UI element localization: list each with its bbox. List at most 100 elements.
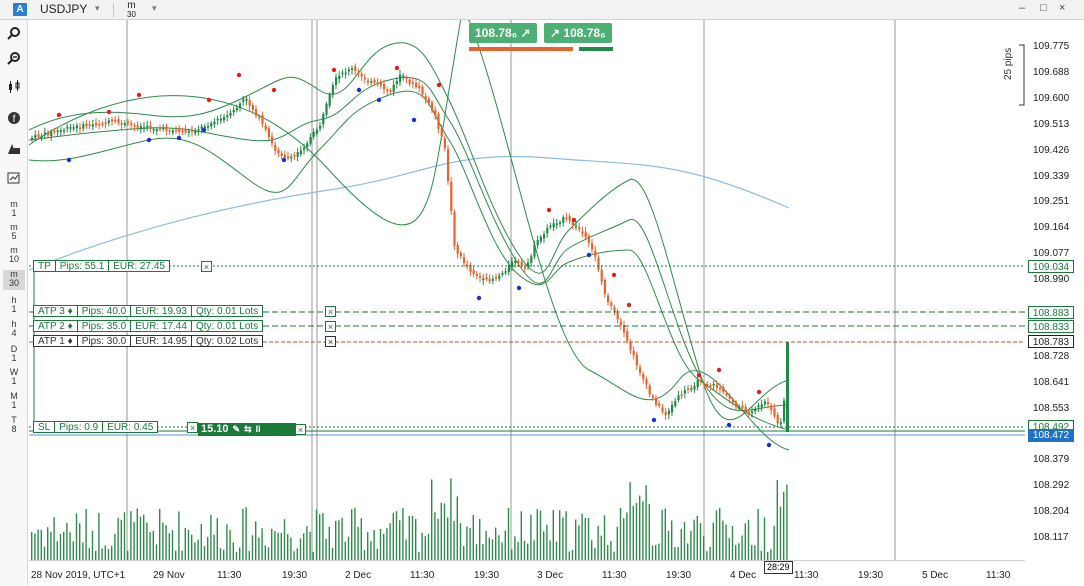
objects-icon[interactable] <box>5 141 23 157</box>
buy-button[interactable]: ↗ 108.78₆ <box>544 23 612 43</box>
atp1-close-button[interactable]: × <box>325 336 336 347</box>
candle <box>411 77 414 89</box>
restore-button[interactable]: □ <box>1040 2 1047 14</box>
position-edit-icon[interactable]: ✎ <box>232 424 241 434</box>
atp3-price-tag: 108.883 <box>1028 306 1074 319</box>
volume-bar <box>719 508 721 560</box>
minimize-button[interactable]: – <box>1019 2 1026 14</box>
volume-bar <box>722 520 724 560</box>
timeframe-m10-button[interactable]: m 10 <box>8 245 19 264</box>
candle <box>347 66 350 76</box>
volume-bar <box>395 511 398 560</box>
timeframe-m30-button[interactable]: m 30 <box>3 270 25 290</box>
time-label: 19:30 <box>858 570 884 581</box>
volume-bar <box>312 551 314 560</box>
sl-close-button[interactable]: × <box>187 422 198 433</box>
candle <box>552 218 555 231</box>
volume-bar <box>207 536 209 560</box>
candle <box>242 95 245 106</box>
candle <box>187 128 190 137</box>
atp2-close-button[interactable]: × <box>325 321 336 332</box>
atp3-close-button[interactable]: × <box>325 306 336 317</box>
volume-bar <box>744 523 746 560</box>
candle <box>463 252 466 268</box>
volume-bar <box>274 531 276 560</box>
tp-close-button[interactable]: × <box>201 261 212 272</box>
volume-bar <box>543 531 545 560</box>
volume-bar <box>363 550 366 560</box>
close-button[interactable]: × <box>1059 2 1066 14</box>
time-label: 2 Dec <box>345 570 372 581</box>
volume-bar <box>303 533 305 560</box>
volume-bar <box>747 519 750 560</box>
volume-bar <box>699 523 702 560</box>
volume-bar <box>533 540 535 560</box>
candle <box>658 400 661 409</box>
volume-bar <box>383 533 385 560</box>
volume-bar <box>453 520 455 560</box>
zoom-in-icon[interactable] <box>5 26 23 42</box>
time-axis[interactable]: 28 Nov 2019, UTC+1 29 Nov 11:30 19:30 2 … <box>29 560 1025 586</box>
candle <box>383 79 386 95</box>
price-label: 109.164 <box>1033 222 1070 233</box>
candle <box>751 406 754 419</box>
time-label: 29 Nov <box>153 570 185 581</box>
candle <box>475 270 478 280</box>
candle <box>261 111 264 128</box>
candlestick-icon[interactable] <box>5 80 23 96</box>
zoom-out-icon[interactable] <box>5 51 23 67</box>
volume-bar <box>50 531 52 560</box>
symbol-selector[interactable]: USDJPY <box>40 2 88 16</box>
position-reverse-icon[interactable]: ⇆ <box>244 424 252 434</box>
candle <box>536 235 539 249</box>
candle <box>155 126 158 136</box>
position-close-button[interactable]: × <box>295 424 306 435</box>
indicators-icon[interactable]: f <box>5 111 23 127</box>
symbol-dropdown-icon[interactable]: ▾ <box>95 3 100 13</box>
volume-bar <box>367 532 369 560</box>
candle <box>607 293 610 306</box>
timeframe-selector[interactable]: m 30 <box>127 1 136 20</box>
volume-bar <box>271 528 273 560</box>
price-label: 109.513 <box>1033 119 1070 130</box>
candle <box>149 121 152 133</box>
volume-bar <box>287 534 289 560</box>
timeframe-dropdown-icon[interactable]: ▾ <box>152 3 157 13</box>
position-bar[interactable]: 15.10 ✎ ⇆ II <box>198 423 296 436</box>
position-pause-icon[interactable]: II <box>255 424 261 434</box>
candle <box>37 130 40 140</box>
volume-bar <box>171 530 174 560</box>
fractal-up-dot <box>206 97 212 103</box>
volume-bar <box>456 496 458 560</box>
price-chart-canvas[interactable] <box>29 20 1025 560</box>
volume-bar <box>581 513 583 560</box>
volume-bar <box>405 539 407 560</box>
candle <box>226 110 229 122</box>
volume-bar <box>290 537 292 560</box>
volume-bar <box>255 521 257 560</box>
volume-bar <box>571 549 574 560</box>
sl-order-box[interactable]: SL Pips: 0.9 EUR: 0.45 <box>33 421 159 433</box>
price-axis[interactable]: 109.775 109.688 109.600 109.513 109.426 … <box>1025 20 1084 560</box>
atp2-order-box[interactable]: ATP 2 ♦ Pips: 35.0 EUR: 17.44 Qty: 0.01 … <box>33 320 264 332</box>
atp1-order-box[interactable]: ATP 1 ♦ Pips: 30.0 EUR: 14.95 Qty: 0.02 … <box>33 335 264 347</box>
tp-order-box[interactable]: TP Pips: 55.1 EUR: 27.45 <box>33 260 170 272</box>
sell-button[interactable]: 108.78₆ ↗ <box>469 23 537 43</box>
atp3-order-box[interactable]: ATP 3 ♦ Pips: 40.0 EUR: 19.93 Qty: 0.01 … <box>33 305 264 317</box>
candle <box>197 125 200 136</box>
candle <box>306 140 309 152</box>
volume-bar <box>677 547 679 560</box>
fractal-up-dot <box>394 65 400 71</box>
chart-settings-icon[interactable] <box>5 171 23 187</box>
candle <box>434 105 437 120</box>
price-label: 109.077 <box>1033 248 1070 259</box>
candle <box>127 119 130 127</box>
